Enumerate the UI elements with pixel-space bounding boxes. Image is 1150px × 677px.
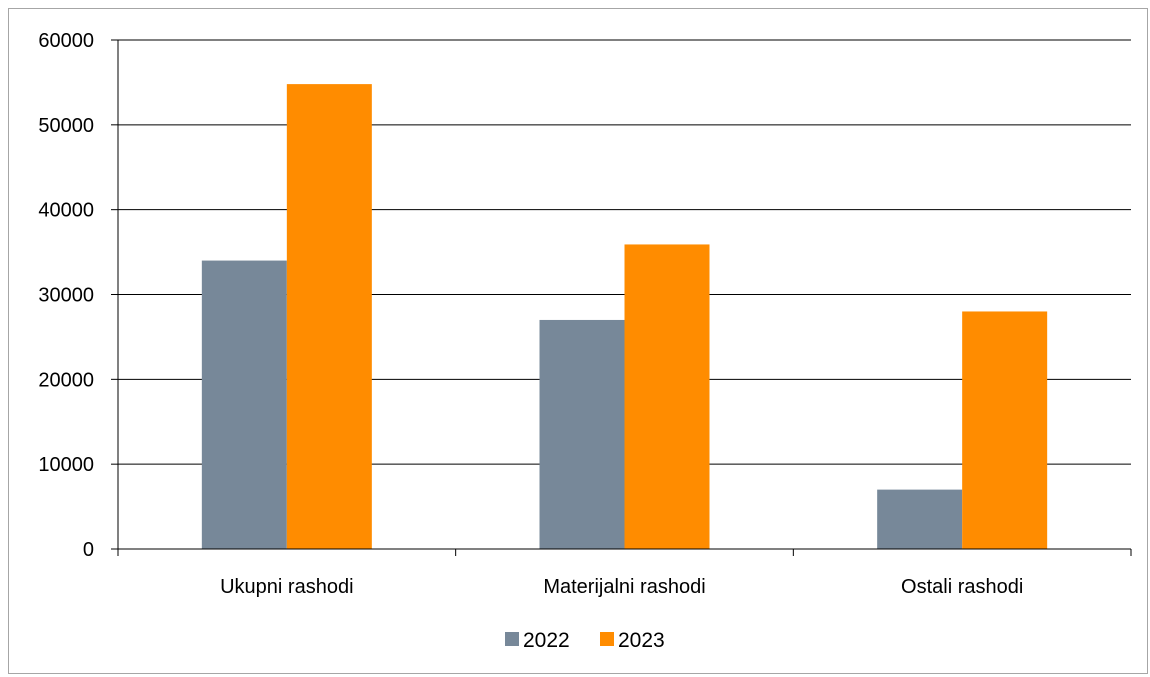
bar-2022-2	[539, 319, 625, 549]
legend-label-2023: 2023	[618, 629, 665, 652]
y-tick-label: 0	[83, 539, 94, 561]
y-tick-label: 10000	[38, 454, 94, 476]
y-tick-label: 60000	[38, 30, 94, 52]
legend-swatch-2023	[600, 632, 614, 646]
y-tick-label: 50000	[38, 115, 94, 137]
axes	[117, 40, 1132, 556]
legend-swatch-2022	[505, 632, 519, 646]
x-tick-label: Ostali rashodi	[901, 576, 1023, 598]
bar-2023-1	[286, 84, 372, 549]
y-tick-label: 40000	[38, 200, 94, 222]
y-axis-ticks: 0 10000 20000 30000 40000 50000 60000	[38, 30, 118, 561]
bar-2022-1	[201, 260, 287, 549]
y-tick-label: 30000	[38, 285, 94, 307]
x-axis-labels: Ukupni rashodi Materijalni rashodi Ostali …	[220, 576, 1023, 598]
y-tick-label: 20000	[38, 369, 94, 391]
legend: 2022 2023	[505, 629, 665, 652]
x-tick-label: Materijalni rashodi	[543, 576, 705, 598]
legend-label-2022: 2022	[523, 629, 570, 652]
bar-2023-3	[962, 311, 1048, 549]
bars	[201, 84, 1048, 549]
bar-2023-2	[624, 244, 710, 549]
x-tick-label: Ukupni rashodi	[220, 576, 353, 598]
bar-2022-3	[877, 489, 963, 549]
